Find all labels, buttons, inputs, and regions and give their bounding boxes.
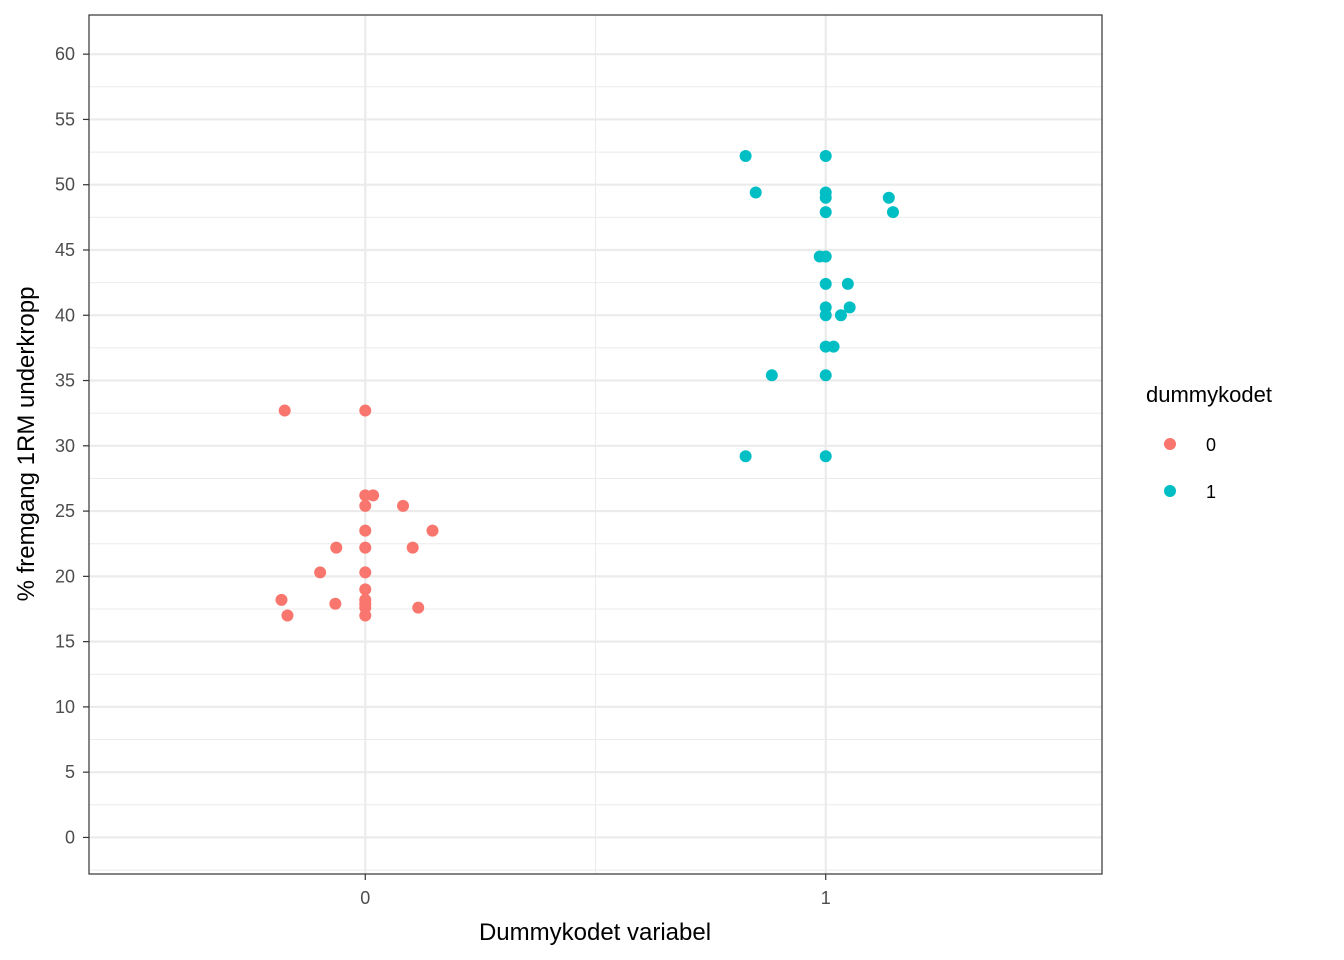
data-point <box>882 191 895 204</box>
y-tick-label: 10 <box>55 697 75 717</box>
x-axis-title: Dummykodet variabel <box>479 919 711 946</box>
data-point <box>397 499 410 512</box>
data-point <box>359 499 372 512</box>
data-point <box>359 524 372 537</box>
data-point <box>426 524 439 537</box>
data-point <box>281 609 294 622</box>
data-point <box>819 250 832 263</box>
legend-label: 0 <box>1206 435 1216 455</box>
y-tick-label: 40 <box>55 305 75 325</box>
plot-border <box>88 14 1103 875</box>
major-grid <box>89 15 1102 874</box>
data-point <box>412 601 425 614</box>
data-point <box>827 340 840 353</box>
data-point <box>886 206 899 219</box>
data-point <box>819 191 832 204</box>
data-point <box>406 541 419 554</box>
data-point <box>819 149 832 162</box>
legend: dummykodet 0 1 <box>1146 382 1272 502</box>
y-axis: 0 5 10 15 20 25 30 35 40 45 50 55 60 <box>55 44 89 847</box>
data-point <box>359 583 372 596</box>
legend-key <box>1164 438 1176 450</box>
data-point <box>819 369 832 382</box>
data-point <box>843 301 856 314</box>
data-point <box>359 404 372 417</box>
data-point <box>739 149 752 162</box>
data-point <box>275 593 288 606</box>
legend-key <box>1164 485 1176 497</box>
data-point <box>765 369 778 382</box>
data-point <box>359 609 372 622</box>
data-point <box>819 277 832 290</box>
x-tick-label: 0 <box>360 888 370 908</box>
y-tick-label: 0 <box>65 827 75 847</box>
y-tick-label: 45 <box>55 240 75 260</box>
data-points <box>275 149 899 622</box>
data-point <box>367 489 380 502</box>
data-point <box>834 309 847 322</box>
data-point <box>819 450 832 463</box>
data-point <box>359 541 372 554</box>
data-point <box>278 404 291 417</box>
y-tick-label: 20 <box>55 566 75 586</box>
data-point <box>819 309 832 322</box>
y-tick-label: 50 <box>55 175 75 195</box>
y-tick-label: 5 <box>65 762 75 782</box>
y-tick-label: 35 <box>55 371 75 391</box>
y-tick-label: 15 <box>55 632 75 652</box>
minor-grid <box>89 15 1102 874</box>
data-point <box>359 566 372 579</box>
y-tick-label: 30 <box>55 436 75 456</box>
data-point <box>329 597 342 610</box>
y-axis-title: % fremgang 1RM underkropp <box>13 287 40 602</box>
y-tick-label: 55 <box>55 109 75 129</box>
data-point <box>841 277 854 290</box>
legend-title: dummykodet <box>1146 382 1272 407</box>
y-tick-label: 25 <box>55 501 75 521</box>
y-tick-label: 60 <box>55 44 75 64</box>
data-point <box>749 186 762 199</box>
legend-label: 1 <box>1206 482 1216 502</box>
data-point <box>330 541 343 554</box>
data-point <box>819 206 832 219</box>
data-point <box>739 450 752 463</box>
x-tick-label: 1 <box>821 888 831 908</box>
data-point <box>314 566 327 579</box>
